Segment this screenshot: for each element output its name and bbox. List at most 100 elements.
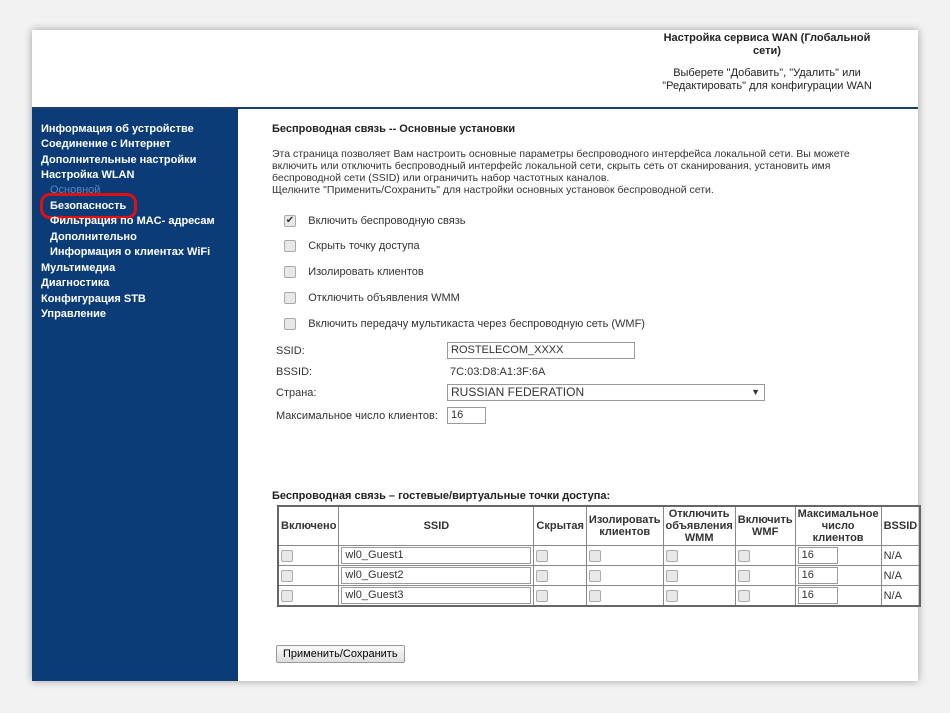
col-wmm: Отключить объявления WMM bbox=[662, 505, 736, 546]
cell: wl0_Guest3 bbox=[338, 585, 535, 607]
nav-wlan[interactable]: Настройка WLAN bbox=[41, 169, 135, 181]
guest-max-input[interactable]: 16 bbox=[797, 567, 838, 584]
cell bbox=[277, 565, 340, 586]
cell: 16 bbox=[794, 565, 882, 586]
wmf-checkbox[interactable] bbox=[737, 589, 750, 602]
option-label: Скрыть точку доступа bbox=[308, 240, 420, 252]
nav-stb[interactable]: Конфигурация STB bbox=[41, 293, 146, 305]
cell: 16 bbox=[794, 585, 882, 607]
wmm-checkbox[interactable] bbox=[665, 569, 678, 582]
cell bbox=[533, 565, 587, 586]
apply-save-button[interactable]: Применить/Сохранить bbox=[276, 645, 405, 663]
desc-line: Щелкните "Применить/Сохранить" для настр… bbox=[272, 184, 714, 196]
nav-diagnostics[interactable]: Диагностика bbox=[41, 277, 110, 289]
wmm-checkbox[interactable] bbox=[665, 589, 678, 602]
cell bbox=[662, 565, 736, 586]
cell bbox=[662, 545, 736, 566]
ssid-label: SSID: bbox=[276, 345, 305, 357]
isolate-checkbox[interactable] bbox=[588, 549, 601, 562]
cell: 16 bbox=[794, 545, 882, 566]
col-isolate: Изолировать клиентов bbox=[585, 505, 664, 546]
header-title: Настройка сервиса WAN (Глобальной сети) bbox=[663, 32, 871, 57]
isolate-checkbox[interactable] bbox=[588, 589, 601, 602]
max-clients-label: Максимальное число клиентов: bbox=[276, 410, 438, 422]
guest-ssid-input[interactable]: wl0_Guest1 bbox=[341, 547, 532, 564]
enabled-checkbox[interactable] bbox=[281, 569, 293, 582]
wmf-checkbox[interactable] bbox=[737, 549, 750, 562]
option-enable-wireless[interactable]: ✔ Включить беспроводную связь bbox=[284, 215, 466, 228]
cell bbox=[734, 545, 796, 566]
desc-line: включить или отключить беспроводный инте… bbox=[272, 160, 831, 172]
col-max: Максимальное число клиентов bbox=[794, 505, 882, 546]
col-hidden: Скрытая bbox=[533, 505, 587, 546]
option-wmf[interactable]: Включить передачу мультикаста через бесп… bbox=[284, 318, 645, 331]
hidden-checkbox[interactable] bbox=[536, 569, 549, 582]
nav-wifi-clients[interactable]: Информация о клиентах WiFi bbox=[50, 246, 211, 258]
cell bbox=[533, 545, 587, 566]
nav-mac-filter[interactable]: Фильтрация по MAC- адресам bbox=[50, 215, 215, 227]
header-subtitle: Выберете "Добавить", "Удалить" или "Реда… bbox=[662, 67, 872, 92]
guest-ssid-input[interactable]: wl0_Guest3 bbox=[341, 587, 532, 604]
col-ssid: SSID bbox=[338, 505, 535, 546]
guest-ssid-input[interactable]: wl0_Guest2 bbox=[341, 567, 532, 584]
table-row: wl0_Guest1 16 N/A bbox=[277, 545, 921, 566]
nav-wlan-advanced[interactable]: Дополнительно bbox=[50, 231, 137, 243]
bssid-label: BSSID: bbox=[276, 366, 313, 378]
option-wmm[interactable]: Отключить объявления WMM bbox=[284, 292, 460, 305]
hidden-checkbox[interactable] bbox=[536, 549, 549, 562]
guest-ap-table: Включено SSID Скрытая Изолировать клиент… bbox=[277, 505, 922, 607]
checkbox[interactable] bbox=[284, 292, 296, 305]
guest-title: Беспроводная связь – гостевые/виртуальны… bbox=[272, 490, 611, 502]
nav-management[interactable]: Управление bbox=[41, 308, 107, 320]
cell bbox=[277, 585, 340, 607]
hidden-checkbox[interactable] bbox=[536, 589, 549, 602]
guest-bssid: N/A bbox=[880, 545, 921, 566]
cell bbox=[734, 565, 796, 586]
max-clients-input[interactable]: 16 bbox=[447, 407, 486, 424]
cell bbox=[734, 585, 796, 607]
table-row: wl0_Guest3 16 N/A bbox=[277, 585, 921, 607]
col-wmf: Включить WMF bbox=[734, 505, 796, 546]
option-isolate[interactable]: Изолировать клиентов bbox=[284, 266, 424, 279]
isolate-checkbox[interactable] bbox=[588, 569, 601, 582]
option-hide-ap[interactable]: Скрыть точку доступа bbox=[284, 240, 420, 253]
country-select[interactable]: RUSSIAN FEDERATION ▼ bbox=[447, 384, 765, 401]
guest-bssid: N/A bbox=[880, 585, 921, 607]
guest-max-input[interactable]: 16 bbox=[797, 547, 838, 564]
guest-max-input[interactable]: 16 bbox=[797, 587, 838, 604]
checkbox[interactable] bbox=[284, 318, 296, 331]
enabled-checkbox[interactable] bbox=[281, 589, 293, 602]
page-description: Эта страница позволяет Вам настроить осн… bbox=[272, 148, 850, 196]
checkbox-checked[interactable]: ✔ bbox=[284, 215, 296, 228]
cell bbox=[277, 545, 340, 566]
col-enabled: Включено bbox=[277, 505, 340, 546]
wmf-checkbox[interactable] bbox=[737, 569, 750, 582]
table-row: wl0_Guest2 16 N/A bbox=[277, 565, 921, 586]
nav-wlan-security[interactable]: Безопасность bbox=[50, 200, 127, 212]
country-label: Страна: bbox=[276, 387, 317, 399]
option-label: Включить передачу мультикаста через бесп… bbox=[308, 318, 645, 330]
dropdown-arrow-icon: ▼ bbox=[751, 387, 760, 397]
nav-internet[interactable]: Соединение с Интернет bbox=[41, 138, 171, 150]
sidebar: Информация об устройстве Соединение с Ин… bbox=[32, 109, 238, 681]
enabled-checkbox[interactable] bbox=[281, 549, 293, 562]
ssid-input[interactable]: ROSTELECOM_XXXX bbox=[447, 342, 635, 359]
checkbox[interactable] bbox=[284, 266, 296, 279]
cell bbox=[662, 585, 736, 607]
nav-device-info[interactable]: Информация об устройстве bbox=[41, 123, 194, 135]
cell bbox=[533, 585, 587, 607]
guest-bssid: N/A bbox=[880, 565, 921, 586]
nav-advanced[interactable]: Дополнительные настройки bbox=[41, 154, 197, 166]
option-label: Включить беспроводную связь bbox=[308, 215, 466, 227]
col-bssid: BSSID bbox=[880, 505, 921, 546]
desc-line: беспроводной сети (SSID) или ограничить … bbox=[272, 172, 610, 184]
nav-multimedia[interactable]: Мультимедиа bbox=[41, 262, 116, 274]
page-title: Беспроводная связь -- Основные установки bbox=[272, 123, 516, 135]
cell: wl0_Guest2 bbox=[338, 565, 535, 586]
option-label: Отключить объявления WMM bbox=[308, 292, 460, 304]
country-value: RUSSIAN FEDERATION bbox=[451, 385, 585, 399]
bssid-value: 7C:03:D8:A1:3F:6A bbox=[450, 366, 546, 378]
checkbox[interactable] bbox=[284, 240, 296, 253]
wmm-checkbox[interactable] bbox=[665, 549, 678, 562]
header: Настройка сервиса WAN (Глобальной сети) … bbox=[652, 32, 882, 93]
